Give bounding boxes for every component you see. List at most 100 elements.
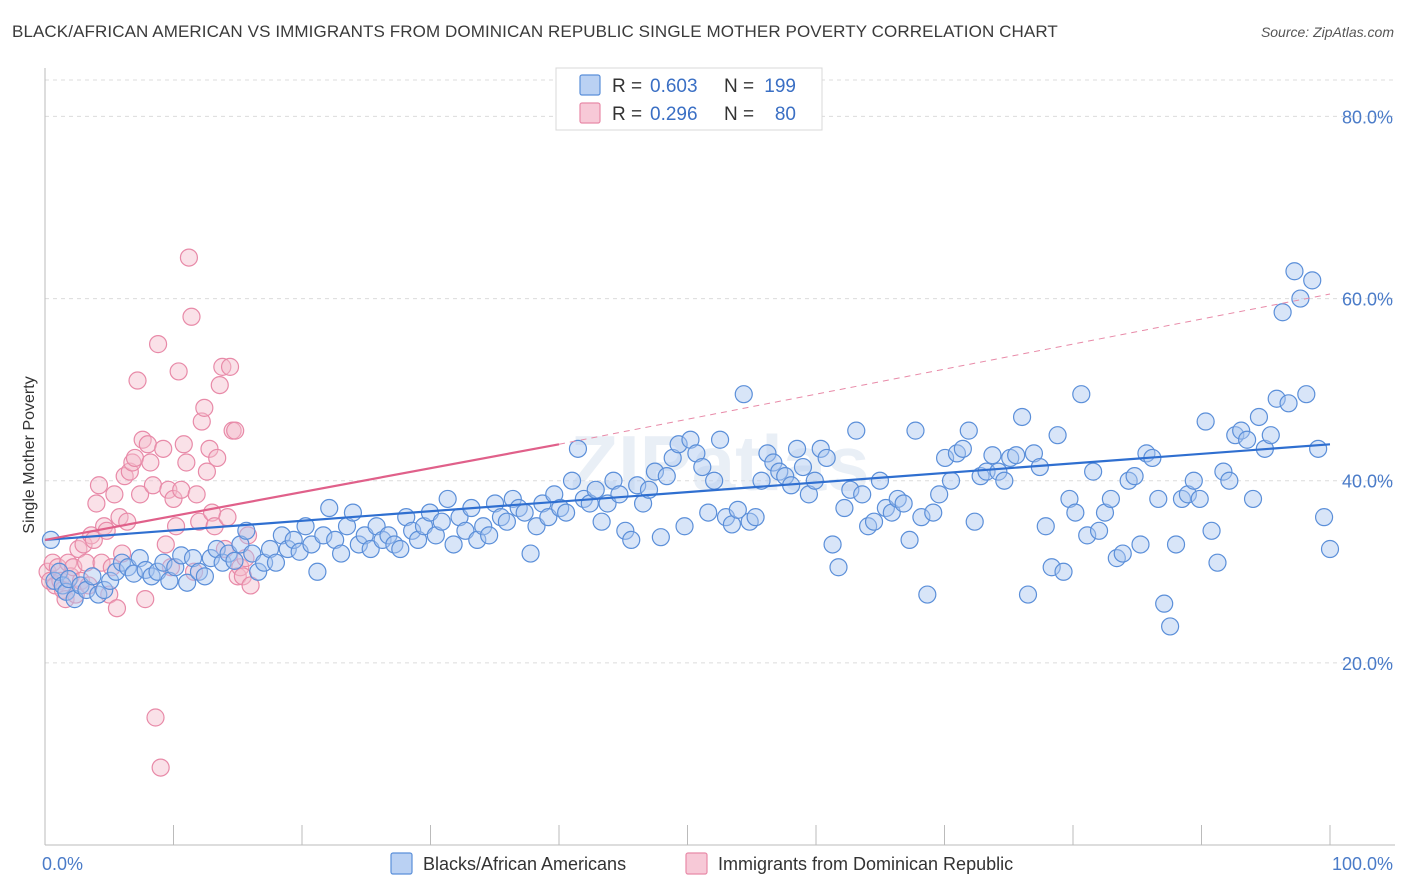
scatter-point <box>438 489 457 509</box>
scatter-point <box>935 448 955 468</box>
scatter-point <box>1149 489 1168 509</box>
scatter-point <box>164 489 183 509</box>
scatter-point <box>296 517 315 536</box>
scatter-point <box>241 576 260 595</box>
scatter-point <box>681 430 700 449</box>
scatter-point <box>918 585 937 604</box>
scatter-point <box>1161 617 1180 636</box>
scatter-point <box>154 439 173 458</box>
scatter-point <box>169 362 188 381</box>
scatter-point <box>793 457 813 477</box>
scatter-point <box>1166 535 1186 554</box>
trend-lines <box>44 293 1331 542</box>
data-points <box>38 248 1340 777</box>
legend-r-label: R = <box>612 76 642 97</box>
y-tick-label: 60.0% <box>1342 290 1393 310</box>
scatter-point <box>687 444 706 463</box>
scatter-point <box>1089 521 1109 540</box>
scatter-point <box>284 530 303 550</box>
scatter-point <box>408 530 428 550</box>
scatter-point <box>675 517 694 536</box>
scatter-point <box>174 435 193 454</box>
scatter-point <box>983 446 1002 465</box>
scatter-point <box>799 485 818 504</box>
scatter-point <box>734 385 753 404</box>
scatter-point <box>1072 385 1091 404</box>
legend-swatch <box>579 102 601 124</box>
scatter-point <box>746 508 765 527</box>
scatter-point <box>326 530 345 550</box>
scatter-point <box>557 503 576 522</box>
scatter-point <box>349 535 368 554</box>
scatter-point <box>1214 462 1233 481</box>
trend-line-dominican <box>44 443 560 541</box>
scatter-point <box>95 580 114 600</box>
scatter-point <box>107 599 127 618</box>
scatter-point <box>237 521 256 540</box>
scatter-point <box>105 485 124 504</box>
x-tick-labels: 0.0% 100.0% <box>42 854 1393 874</box>
scatter-point <box>705 471 724 490</box>
scatter-point <box>787 439 807 458</box>
scatter-point <box>1131 535 1150 554</box>
scatter-point <box>1155 594 1174 613</box>
scatter-point <box>1314 508 1334 527</box>
scatter-point <box>1101 489 1120 509</box>
scatter-point <box>989 462 1008 481</box>
scatter-point <box>178 573 197 592</box>
scatter-point <box>210 375 229 395</box>
scatter-point <box>92 553 111 572</box>
scatter-point <box>160 571 179 590</box>
scatter-point <box>965 512 984 531</box>
y-tick-label: 20.0% <box>1342 654 1393 674</box>
scatter-point <box>894 494 913 513</box>
y-axis-label: Single Mother Poverty <box>21 376 38 533</box>
scatter-point <box>480 526 499 545</box>
scatter-point <box>148 335 168 354</box>
scatter-point <box>130 485 150 504</box>
y-tick-label: 80.0% <box>1342 107 1393 127</box>
scatter-point <box>823 535 842 554</box>
scatter-point <box>693 457 712 477</box>
scatter-point <box>853 485 872 504</box>
scatter-point <box>308 562 327 581</box>
scatter-point <box>207 539 226 559</box>
scatter-point <box>379 526 398 545</box>
scatter-point <box>141 453 160 472</box>
scatter-point <box>156 535 175 554</box>
y-tick-label: 40.0% <box>1342 472 1393 492</box>
scatter-point <box>1220 471 1239 490</box>
scatter-point <box>184 562 204 581</box>
axes <box>44 68 1395 846</box>
scatter-point <box>1078 526 1097 545</box>
scatter-point <box>151 758 170 777</box>
scatter-point <box>314 526 333 545</box>
scatter-point <box>125 448 145 468</box>
scatter-point <box>1285 262 1304 281</box>
scatter-point <box>172 546 191 565</box>
scatter-point <box>403 521 422 540</box>
scatter-point <box>260 539 280 559</box>
scatter-point <box>900 530 919 550</box>
scatter-point <box>249 562 268 581</box>
scatter-point <box>817 448 836 468</box>
scatter-point <box>1196 412 1215 431</box>
scatter-point <box>586 480 605 499</box>
scatter-point <box>610 485 629 504</box>
legend: R = 0.603 N = 199 R = 0.296 N = 80 <box>555 67 823 131</box>
scatter-point <box>1113 544 1132 563</box>
scatter-point <box>841 480 860 499</box>
scatter-point <box>995 471 1014 490</box>
scatter-point <box>1042 558 1061 577</box>
scatter-point <box>710 430 730 449</box>
scatter-point <box>864 512 884 531</box>
scatter-point <box>1084 462 1103 481</box>
scatter-point <box>146 708 165 727</box>
scatter-point <box>1243 489 1263 509</box>
scatter-point <box>201 549 220 568</box>
legend-swatch <box>579 74 601 96</box>
scatter-point <box>953 439 972 458</box>
scatter-point <box>59 569 78 589</box>
scatter-point <box>192 412 211 431</box>
